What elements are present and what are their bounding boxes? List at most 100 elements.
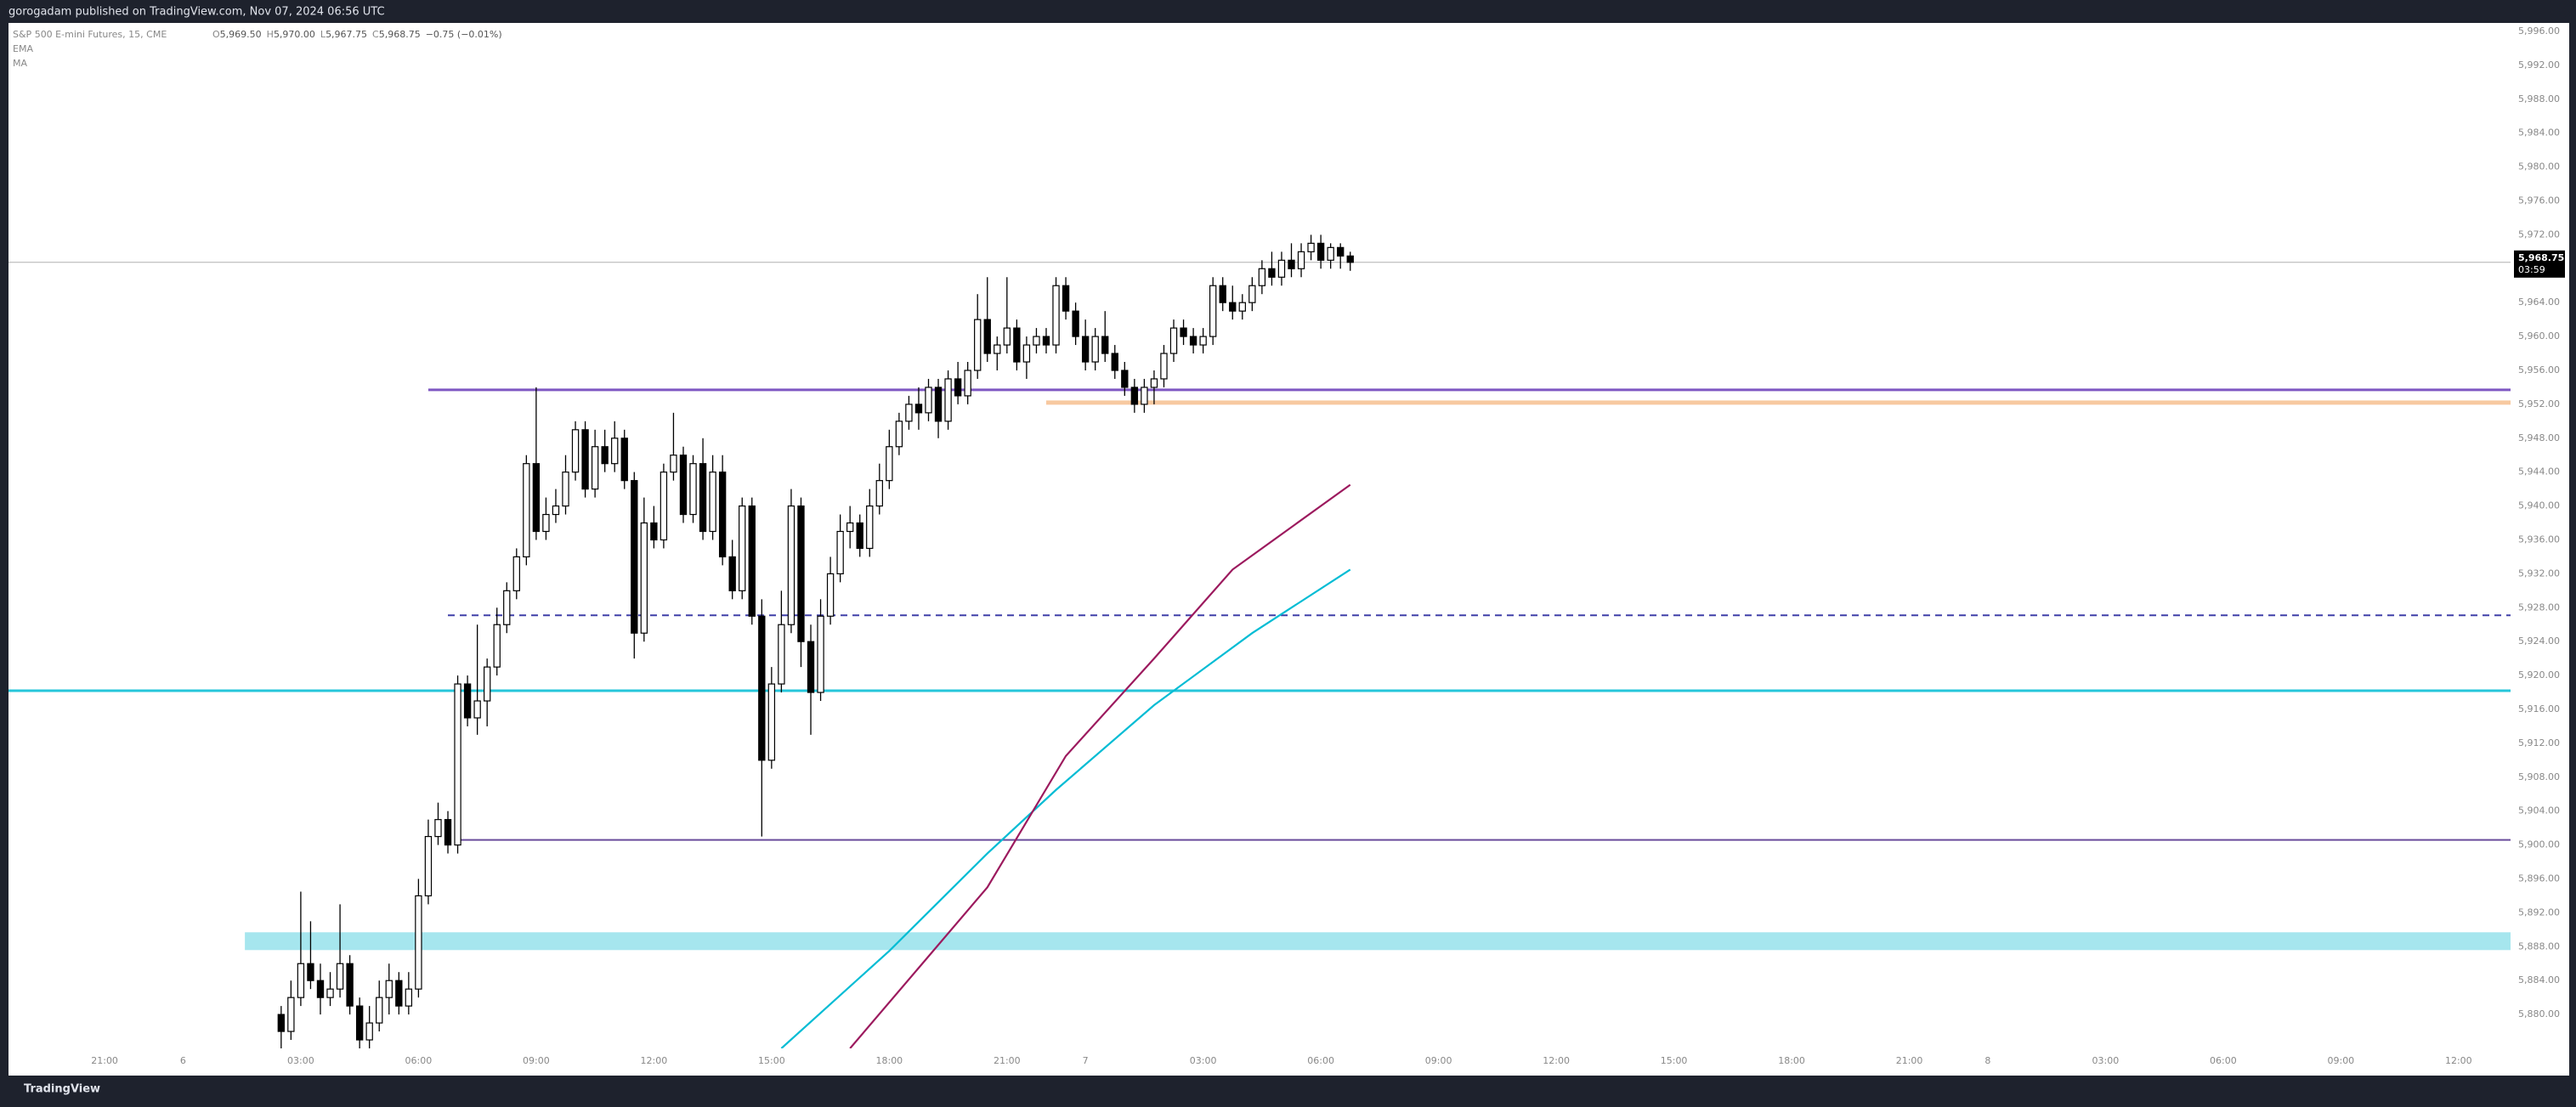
candle-body bbox=[640, 522, 648, 634]
candle-body bbox=[994, 344, 1001, 354]
candle-body bbox=[1033, 336, 1040, 346]
x-tick-label: 12:00 bbox=[1543, 1055, 1570, 1066]
candle-body bbox=[954, 378, 962, 397]
legend-change: −0.75 (−0.01%) bbox=[426, 29, 502, 40]
candle-body bbox=[484, 666, 491, 702]
legend-entry: MA bbox=[13, 58, 27, 69]
candle-body bbox=[611, 438, 619, 465]
candle-body bbox=[670, 455, 677, 473]
legend-key: C bbox=[372, 29, 379, 40]
candle-body bbox=[1081, 336, 1090, 363]
y-tick-label: 5,888.00 bbox=[2518, 940, 2560, 952]
y-tick-label: 5,936.00 bbox=[2518, 534, 2560, 545]
candle-body bbox=[336, 963, 344, 990]
y-tick-label: 5,956.00 bbox=[2518, 364, 2560, 376]
candle-body bbox=[728, 556, 736, 591]
candle-body bbox=[679, 455, 688, 516]
legend-key: L bbox=[320, 29, 326, 40]
candle-body bbox=[866, 505, 874, 550]
candle-body bbox=[807, 641, 815, 693]
candle-body bbox=[1209, 285, 1217, 337]
candle-body bbox=[983, 319, 991, 354]
x-tick-label: 6 bbox=[180, 1055, 186, 1066]
candle-body bbox=[1042, 336, 1050, 346]
x-tick-label: 21:00 bbox=[994, 1055, 1021, 1066]
y-tick-label: 5,996.00 bbox=[2518, 25, 2560, 37]
candle-body bbox=[503, 590, 511, 625]
candle-body bbox=[886, 446, 893, 482]
candle-body bbox=[836, 530, 844, 574]
y-tick-label: 5,948.00 bbox=[2518, 432, 2560, 443]
candle-body bbox=[1219, 285, 1226, 303]
legend-value: 5,969.50 bbox=[220, 29, 262, 40]
candle-body bbox=[797, 505, 805, 642]
legend-entry: EMA bbox=[13, 43, 33, 54]
y-tick-label: 5,932.00 bbox=[2518, 568, 2560, 579]
legend-value: 5,970.00 bbox=[274, 29, 315, 40]
candle-body bbox=[914, 404, 923, 414]
candle-body bbox=[895, 421, 903, 448]
candle-body bbox=[699, 463, 707, 533]
x-tick-label: 09:00 bbox=[2327, 1055, 2354, 1066]
y-tick-label: 5,924.00 bbox=[2518, 635, 2560, 647]
x-tick-label: 8 bbox=[1984, 1055, 1990, 1066]
y-tick-label: 5,892.00 bbox=[2518, 906, 2560, 918]
y-tick-label: 5,916.00 bbox=[2518, 703, 2560, 714]
candle-body bbox=[287, 997, 295, 1032]
candle-body bbox=[1141, 387, 1148, 405]
candle-body bbox=[415, 895, 422, 990]
candle-body bbox=[1013, 327, 1021, 363]
candle-body bbox=[660, 472, 668, 541]
x-tick-label: 09:00 bbox=[1425, 1055, 1452, 1066]
candle-body bbox=[1248, 285, 1256, 303]
legend-value: 5,967.75 bbox=[326, 29, 367, 40]
candle-body bbox=[846, 522, 854, 533]
ohlc-legend: O5,969.50 H5,970.00 L5,967.75 C5,968.75 −0.7… bbox=[212, 29, 502, 40]
zone bbox=[245, 932, 2511, 951]
plot bbox=[8, 234, 2511, 1048]
y-tick-label: 5,960.00 bbox=[2518, 330, 2560, 342]
candle-body bbox=[297, 963, 305, 998]
candle-body bbox=[905, 404, 913, 422]
candle-body bbox=[1288, 259, 1295, 269]
x-tick-label: 03:00 bbox=[1190, 1055, 1217, 1066]
candle-body bbox=[767, 683, 776, 761]
x-tick-label: 06:00 bbox=[2210, 1055, 2237, 1066]
x-tick-label: 06:00 bbox=[405, 1055, 433, 1066]
candle-body bbox=[1160, 353, 1168, 380]
candle-body bbox=[1307, 242, 1315, 252]
x-tick-label: 18:00 bbox=[875, 1055, 903, 1066]
y-tick-label: 5,992.00 bbox=[2518, 59, 2560, 71]
candle-body bbox=[395, 980, 403, 1007]
candle-body bbox=[444, 819, 452, 846]
candle-body bbox=[1052, 285, 1060, 346]
candle-body bbox=[1130, 387, 1139, 405]
candle-body bbox=[1229, 302, 1237, 312]
candle-body bbox=[709, 472, 716, 533]
candle-body bbox=[307, 963, 314, 981]
last-price-label: 5,968.75 bbox=[2518, 252, 2564, 263]
x-tick-label: 12:00 bbox=[2445, 1055, 2472, 1066]
candle-body bbox=[758, 615, 766, 761]
candle-body bbox=[1346, 255, 1354, 263]
candle-body bbox=[620, 438, 628, 482]
candle-body bbox=[974, 319, 982, 371]
y-tick-label: 5,988.00 bbox=[2518, 93, 2560, 104]
legend-key: H bbox=[267, 29, 274, 40]
candle-body bbox=[1111, 353, 1118, 371]
candle-body bbox=[1337, 246, 1345, 257]
candle-body bbox=[1091, 336, 1099, 363]
x-tick-label: 09:00 bbox=[523, 1055, 550, 1066]
candle-body bbox=[376, 997, 383, 1024]
candle-body bbox=[463, 683, 472, 719]
x-tick-label: 03:00 bbox=[2092, 1055, 2120, 1066]
legend-key: O bbox=[212, 29, 220, 40]
candle-body bbox=[1189, 336, 1197, 346]
candle-body bbox=[562, 472, 569, 507]
x-tick-label: 7 bbox=[1083, 1055, 1089, 1066]
candle-body bbox=[964, 370, 971, 397]
y-tick-label: 5,920.00 bbox=[2518, 669, 2560, 681]
candle-body bbox=[493, 624, 501, 668]
y-tick-label: 5,928.00 bbox=[2518, 602, 2560, 613]
